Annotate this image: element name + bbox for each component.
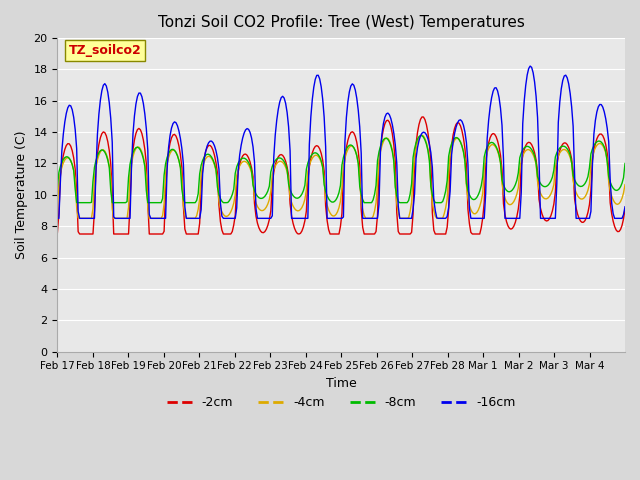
-2cm — [418, 114, 426, 120]
-2cm — [620, 216, 627, 222]
-2cm — [347, 130, 355, 135]
-4cm — [54, 205, 61, 211]
-4cm — [620, 190, 627, 196]
-16cm — [73, 146, 81, 152]
-4cm — [461, 157, 468, 163]
-4cm — [73, 204, 81, 210]
-2cm — [54, 229, 61, 235]
-16cm — [526, 63, 534, 69]
-16cm — [544, 216, 552, 221]
-2cm — [545, 216, 553, 222]
-8cm — [54, 184, 61, 190]
-4cm — [418, 132, 426, 138]
-4cm — [92, 164, 100, 170]
-4cm — [545, 193, 553, 199]
-8cm — [461, 159, 468, 165]
-16cm — [621, 204, 629, 210]
-16cm — [618, 216, 626, 221]
Text: TZ_soilco2: TZ_soilco2 — [68, 44, 141, 57]
-4cm — [76, 216, 83, 221]
X-axis label: Time: Time — [326, 377, 356, 390]
-8cm — [621, 161, 629, 167]
-2cm — [73, 189, 81, 194]
Line: -8cm: -8cm — [58, 135, 625, 203]
Legend: -2cm, -4cm, -8cm, -16cm: -2cm, -4cm, -8cm, -16cm — [162, 391, 521, 414]
Title: Tonzi Soil CO2 Profile: Tree (West) Temperatures: Tonzi Soil CO2 Profile: Tree (West) Temp… — [158, 15, 525, 30]
-8cm — [74, 200, 82, 205]
-2cm — [76, 231, 83, 237]
-16cm — [346, 89, 353, 95]
-8cm — [73, 200, 81, 205]
Y-axis label: Soil Temperature (C): Soil Temperature (C) — [15, 131, 28, 259]
-8cm — [620, 175, 627, 180]
-8cm — [417, 132, 424, 138]
-4cm — [621, 182, 629, 188]
-4cm — [347, 143, 355, 149]
-8cm — [545, 180, 553, 186]
-16cm — [54, 216, 61, 221]
Line: -4cm: -4cm — [58, 135, 625, 218]
-8cm — [347, 142, 355, 148]
-16cm — [458, 119, 466, 124]
-2cm — [461, 146, 468, 152]
-16cm — [91, 216, 99, 221]
-2cm — [621, 206, 629, 212]
Line: -2cm: -2cm — [58, 117, 625, 234]
-8cm — [92, 158, 100, 164]
Line: -16cm: -16cm — [58, 66, 625, 218]
-2cm — [92, 165, 100, 171]
